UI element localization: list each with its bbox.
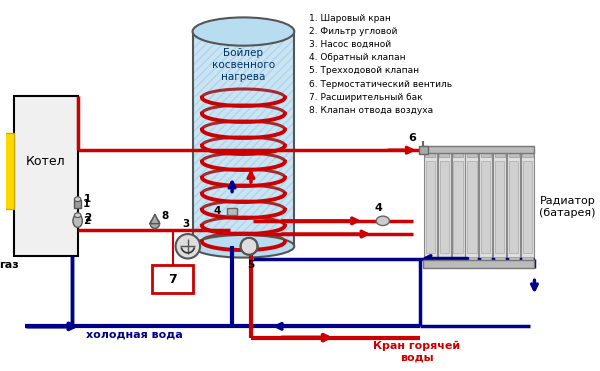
- Polygon shape: [150, 214, 160, 224]
- Bar: [425, 257, 436, 264]
- Bar: [493, 151, 506, 262]
- Text: 1: 1: [83, 199, 91, 209]
- Text: 3: 3: [182, 219, 190, 229]
- Ellipse shape: [241, 238, 257, 255]
- Bar: [424, 145, 535, 153]
- Bar: [452, 151, 464, 262]
- Text: 6: 6: [408, 133, 416, 143]
- Bar: [4, 133, 14, 209]
- Text: 4: 4: [374, 203, 382, 213]
- Text: Кран горячей
воды: Кран горячей воды: [373, 341, 461, 362]
- Bar: [509, 161, 518, 253]
- Bar: [521, 151, 534, 262]
- Bar: [467, 257, 477, 264]
- Bar: [481, 161, 490, 253]
- Text: газ: газ: [0, 260, 19, 270]
- Text: 7. Расширительный бак: 7. Расширительный бак: [310, 93, 423, 102]
- Bar: [193, 32, 294, 246]
- Text: 8: 8: [161, 211, 169, 221]
- Text: 8. Клапан отвода воздуха: 8. Клапан отвода воздуха: [310, 106, 433, 115]
- Bar: [466, 151, 478, 262]
- Ellipse shape: [73, 214, 82, 227]
- Text: 5: 5: [247, 260, 254, 270]
- Bar: [495, 161, 505, 253]
- Bar: [439, 149, 449, 157]
- Bar: [479, 151, 492, 262]
- Bar: [74, 200, 82, 208]
- Circle shape: [176, 234, 200, 259]
- Text: 2: 2: [84, 213, 91, 223]
- Bar: [467, 161, 476, 253]
- Bar: [523, 257, 533, 264]
- Ellipse shape: [74, 197, 81, 201]
- Bar: [453, 257, 463, 264]
- Bar: [509, 149, 518, 157]
- Bar: [494, 149, 505, 157]
- Ellipse shape: [193, 235, 294, 257]
- Bar: [419, 147, 428, 154]
- Text: Бойлер
косвенного
нагрева: Бойлер косвенного нагрева: [212, 49, 275, 82]
- Bar: [494, 257, 505, 264]
- Bar: [440, 161, 449, 253]
- Bar: [467, 149, 477, 157]
- Bar: [193, 32, 294, 246]
- Text: Радиатор
(батарея): Радиатор (батарея): [539, 196, 596, 217]
- Bar: [425, 161, 435, 253]
- Ellipse shape: [74, 213, 81, 217]
- Text: 1. Шаровый кран: 1. Шаровый кран: [310, 14, 391, 23]
- Bar: [424, 260, 535, 268]
- Bar: [481, 257, 491, 264]
- Text: 4: 4: [214, 206, 221, 216]
- Text: 2. Фильтр угловой: 2. Фильтр угловой: [310, 27, 398, 36]
- Bar: [481, 149, 491, 157]
- Bar: [453, 149, 463, 157]
- Bar: [454, 161, 463, 253]
- Bar: [507, 151, 520, 262]
- Bar: [509, 257, 518, 264]
- Bar: [425, 149, 436, 157]
- Text: 2: 2: [83, 216, 91, 226]
- Bar: [523, 161, 532, 253]
- Text: 7: 7: [169, 273, 177, 286]
- Ellipse shape: [376, 216, 389, 226]
- Ellipse shape: [193, 17, 294, 46]
- Circle shape: [150, 219, 160, 229]
- Bar: [424, 151, 437, 262]
- Bar: [152, 265, 193, 293]
- Text: холодная вода: холодная вода: [86, 329, 183, 339]
- Text: 3. Насос водяной: 3. Насос водяной: [310, 40, 391, 49]
- Bar: [439, 257, 449, 264]
- Bar: [14, 96, 77, 256]
- Bar: [437, 151, 451, 262]
- Text: 1: 1: [84, 194, 91, 204]
- Bar: [523, 149, 533, 157]
- Text: 6. Термостатический вентиль: 6. Термостатический вентиль: [310, 79, 452, 89]
- Bar: [227, 208, 237, 215]
- Text: Котел: Котел: [26, 155, 65, 168]
- Text: 5. Трехходовой клапан: 5. Трехходовой клапан: [310, 66, 419, 75]
- Text: 4. Обратный клапан: 4. Обратный клапан: [310, 53, 406, 62]
